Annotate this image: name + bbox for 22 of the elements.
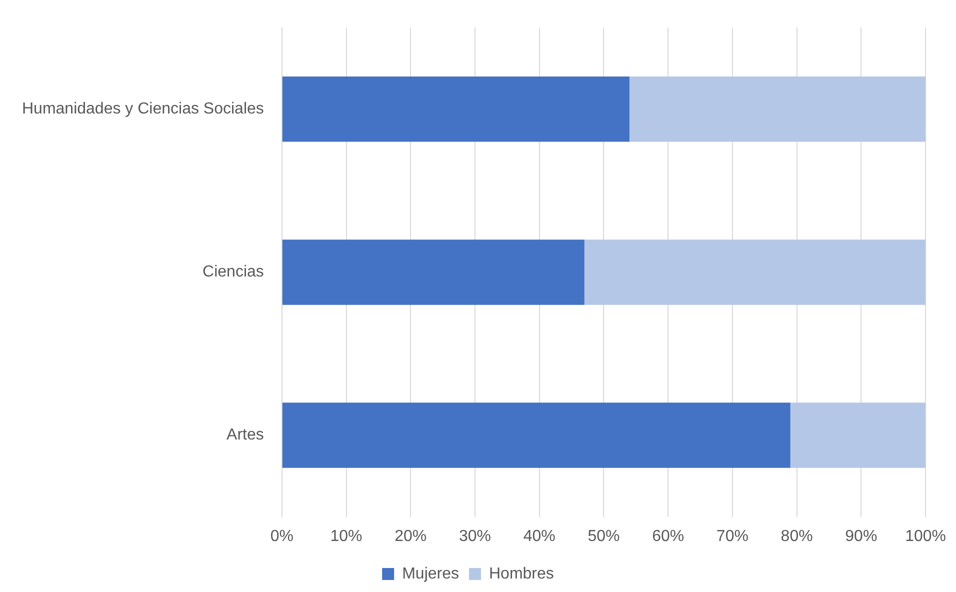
x-tick-label: 30% xyxy=(458,528,492,545)
x-tick-label: 60% xyxy=(652,528,684,545)
x-tick-label: 80% xyxy=(780,528,813,545)
bar xyxy=(584,240,926,305)
y-tick-label: Ciencias xyxy=(202,264,264,281)
legend-label: Hombres xyxy=(489,565,554,582)
x-tick-label: 10% xyxy=(330,528,362,545)
x-tick-label: 100% xyxy=(905,528,946,545)
x-tick-label: 0% xyxy=(270,528,294,545)
legend-label: Mujeres xyxy=(402,565,459,582)
bar xyxy=(629,76,926,142)
x-tick-label: 90% xyxy=(845,528,878,545)
x-tick-label: 50% xyxy=(588,528,620,545)
bar xyxy=(282,402,790,468)
bar xyxy=(282,240,584,305)
y-tick-label: Artes xyxy=(226,426,264,444)
x-tick-label: 40% xyxy=(523,528,556,545)
x-tick-label: 20% xyxy=(394,528,427,545)
bar xyxy=(790,402,926,468)
bar xyxy=(282,76,630,142)
x-tick-label: 70% xyxy=(716,528,748,545)
y-tick-label: Humanidades y Ciencias Sociales xyxy=(22,100,264,118)
